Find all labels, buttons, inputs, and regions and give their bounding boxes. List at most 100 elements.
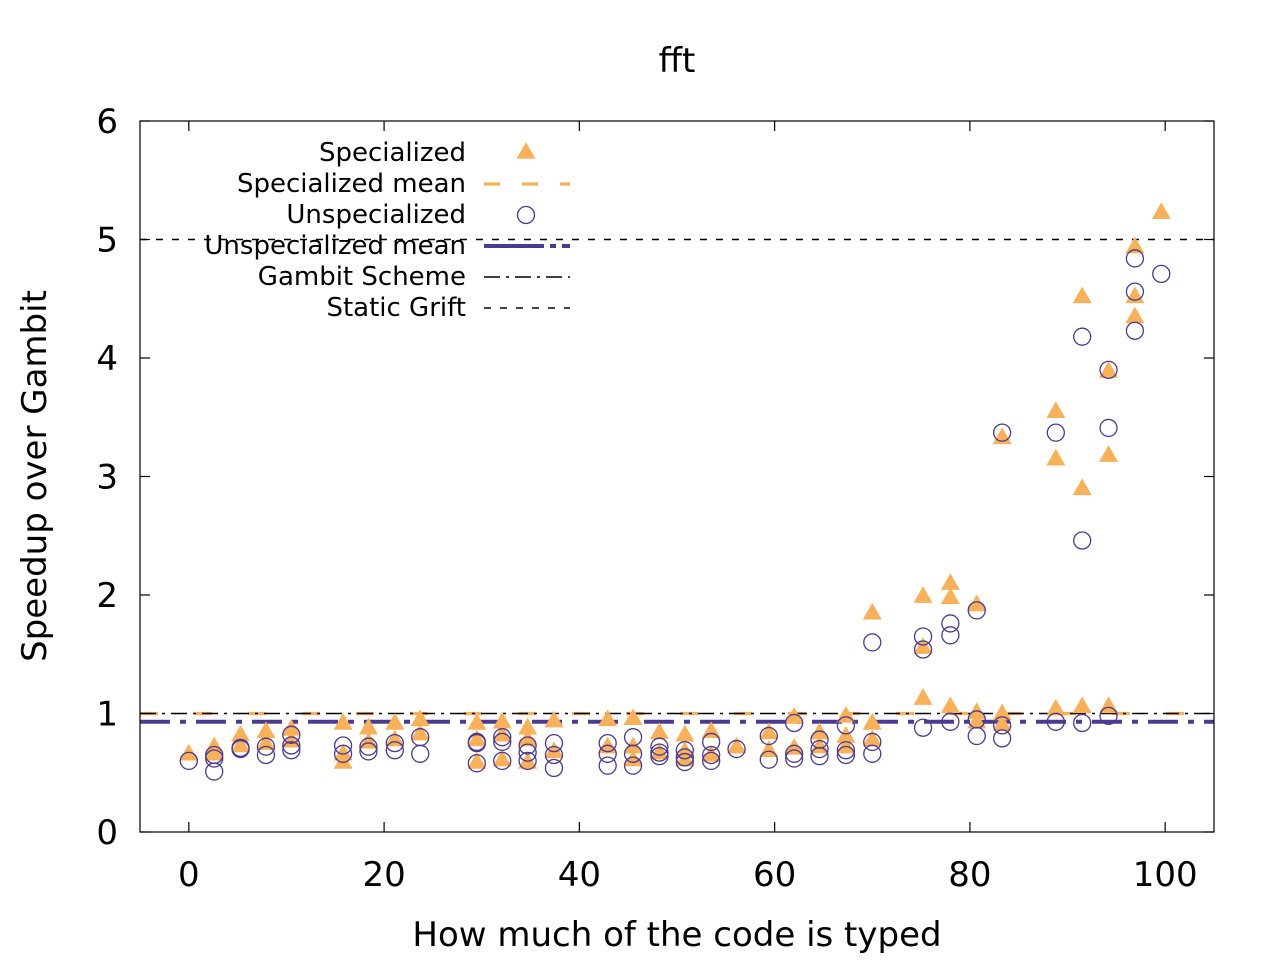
unspecialized-point (836, 741, 856, 760)
specialized-point (1046, 401, 1066, 419)
specialized-point (492, 711, 512, 729)
x-tick-label: 100 (1133, 855, 1198, 895)
specialized-point (1072, 286, 1092, 304)
unspecialized-point (836, 745, 856, 765)
unspecialized-point (256, 745, 276, 765)
y-tick-label: 4 (96, 339, 118, 379)
unspecialized-point (359, 737, 378, 756)
specialized-point (940, 573, 960, 590)
unspecialized-point (598, 733, 617, 753)
unspecialized-point (1125, 282, 1145, 301)
specialized-point (385, 729, 405, 747)
unspecialized-point (967, 710, 986, 729)
specialized-point (231, 735, 251, 753)
specialized-point (862, 602, 882, 620)
unspecialized-point (675, 752, 694, 772)
unspecialized-point (256, 737, 276, 756)
unspecialized-point (205, 749, 224, 768)
unspecialized-point (675, 741, 694, 760)
unspecialized-point (179, 751, 198, 771)
unspecialized-point (544, 758, 564, 778)
unspecialized-point (992, 729, 1012, 748)
unspecialized-point (650, 747, 669, 766)
unspecialized-point (1152, 264, 1171, 284)
unspecialized-point (411, 728, 430, 747)
unspecialized-point (759, 750, 778, 769)
specialized-point (518, 729, 538, 747)
unspecialized-point (810, 730, 829, 749)
specialized-point (1151, 202, 1171, 219)
specialized-point (544, 710, 564, 728)
y-tick-label: 3 (96, 458, 118, 498)
specialized-point (467, 729, 487, 747)
unspecialized-point (467, 732, 486, 752)
unspecialized-point (1125, 249, 1145, 268)
unspecialized-point (282, 741, 301, 760)
unspecialized-point (1125, 321, 1145, 340)
unspecialized-point (493, 732, 512, 752)
specialized-point (940, 696, 960, 714)
specialized-point (727, 736, 747, 754)
legend-symbol-specialized (516, 142, 536, 159)
y-axis-title: Speedup over Gambit (15, 290, 55, 662)
unspecialized-point (1099, 706, 1118, 726)
specialized-point (467, 752, 487, 769)
unspecialized-point (1046, 712, 1065, 731)
specialized-point (256, 721, 276, 738)
unspecialized-point (467, 754, 486, 773)
specialized-point (675, 724, 695, 742)
x-tick-label: 80 (948, 855, 991, 895)
specialized-point (1046, 698, 1066, 716)
specialized-point (913, 586, 933, 603)
unspecialized-point (650, 743, 669, 762)
unspecialized-point (598, 756, 617, 775)
unspecialized-point (493, 728, 512, 747)
unspecialized-point (836, 716, 856, 735)
unspecialized-point (623, 756, 643, 775)
specialized-point (598, 709, 618, 727)
unspecialized-point (1073, 531, 1092, 550)
specialized-point (518, 717, 538, 735)
unspecialized-point (205, 745, 224, 765)
specialized-point (836, 736, 856, 754)
unspecialized-point (1073, 713, 1092, 733)
y-tick-label: 2 (96, 576, 118, 616)
legend-label: Static Grift (326, 293, 466, 323)
unspecialized-point (518, 736, 537, 755)
y-tick-label: 0 (96, 813, 118, 853)
specialized-point (784, 737, 804, 755)
x-tick-label: 60 (753, 855, 796, 895)
unspecialized-point (702, 751, 721, 771)
unspecialized-point (282, 736, 301, 755)
unspecialized-point (650, 737, 669, 756)
unspecialized-point (941, 626, 960, 645)
specialized-point (256, 733, 276, 750)
x-tick-label: 40 (558, 855, 601, 895)
unspecialized-point (941, 712, 960, 731)
axis-ticks: 0 20 40 60 80 100 0 1 2 3 4 5 6 (96, 102, 1214, 895)
unspecialized-point (785, 749, 804, 768)
specialized-point (992, 714, 1012, 731)
unspecialized-point (493, 751, 512, 771)
y-tick-label: 5 (96, 221, 118, 261)
unspecialized-point (1073, 327, 1092, 346)
unspecialized-point (1099, 360, 1118, 380)
specialized-point (333, 752, 353, 769)
unspecialized-point (759, 726, 778, 746)
unspecialized-point (863, 732, 882, 752)
specialized-point (1099, 445, 1119, 462)
specialized-point (913, 688, 933, 705)
unspecialized-point (333, 744, 353, 763)
specialized-point (1072, 478, 1092, 496)
unspecialized-point (913, 718, 933, 737)
unspecialized-point (913, 640, 933, 659)
unspecialized-point (702, 732, 721, 752)
specialized-point (992, 703, 1012, 721)
unspecialized-point (810, 739, 829, 759)
unspecialized-point (282, 725, 301, 744)
specialized-point (1072, 696, 1092, 714)
unspecialized-point (863, 744, 882, 763)
unspecialized-point (992, 423, 1012, 442)
